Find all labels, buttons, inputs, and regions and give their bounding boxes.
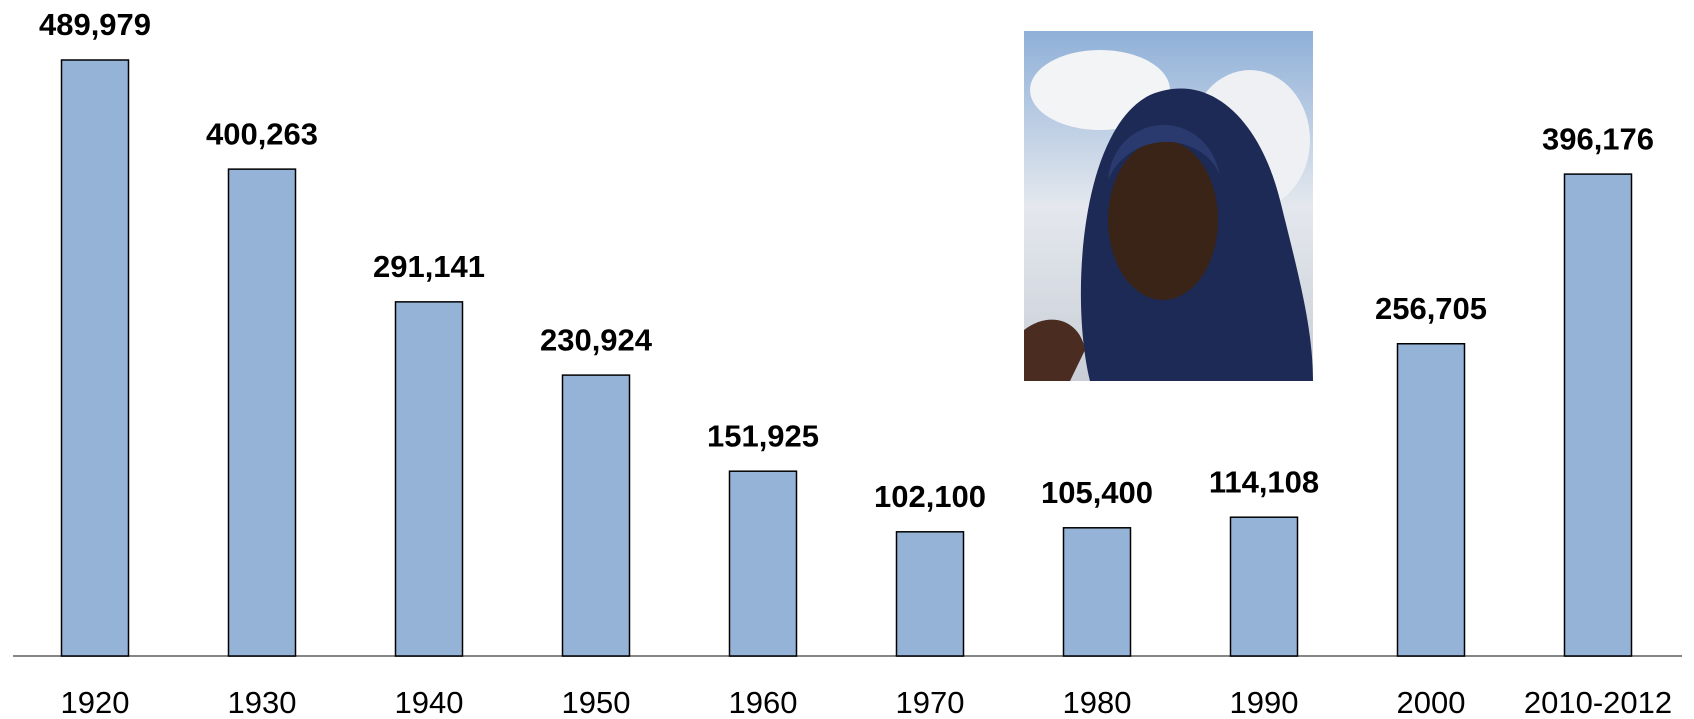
bar [728, 470, 798, 657]
bar [895, 531, 965, 657]
x-tick-label: 1970 [896, 685, 965, 719]
bar [561, 374, 631, 657]
value-label: 396,176 [1542, 121, 1654, 156]
x-tick-label: 1940 [395, 685, 464, 719]
bar [394, 301, 464, 657]
bar [60, 59, 130, 657]
x-tick-label: 1980 [1063, 685, 1132, 719]
bar [1062, 527, 1132, 657]
value-label: 400,263 [206, 116, 318, 151]
value-label: 489,979 [39, 7, 151, 42]
x-tick-label: 2000 [1397, 685, 1466, 719]
value-label: 230,924 [540, 322, 653, 357]
bar [1396, 342, 1466, 657]
x-tick-label: 1950 [562, 685, 631, 719]
value-label: 105,400 [1041, 475, 1153, 510]
photo [1024, 31, 1313, 381]
bar [1229, 516, 1299, 657]
x-tick-label: 1920 [61, 685, 130, 719]
bar [227, 168, 297, 657]
x-tick-label: 1960 [729, 685, 798, 719]
x-tick-label: 1930 [228, 685, 297, 719]
x-tick-label: 1990 [1230, 685, 1299, 719]
value-label: 151,925 [707, 418, 819, 453]
bar [1563, 173, 1633, 657]
value-label: 256,705 [1375, 291, 1487, 326]
value-label: 114,108 [1209, 464, 1319, 499]
value-label: 291,141 [373, 249, 485, 284]
value-label: 102,100 [874, 479, 986, 514]
x-tick-label: 2010-2012 [1524, 685, 1672, 719]
